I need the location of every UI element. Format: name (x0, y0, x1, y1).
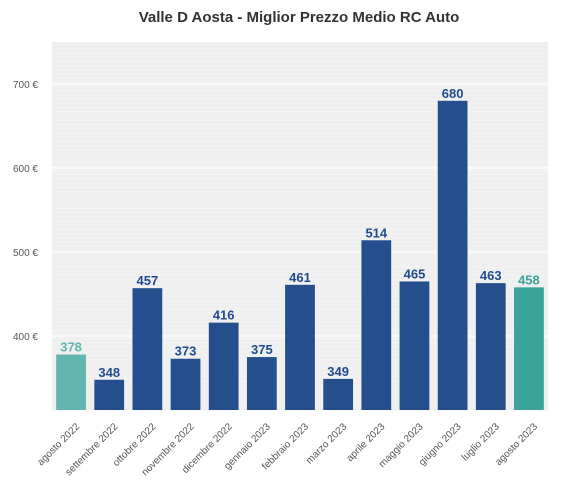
bar (361, 240, 392, 410)
y-tick-label: 600 € (13, 164, 38, 175)
bar-value-label: 461 (289, 270, 311, 285)
value-labels: 378 348 457 373 416 375 461 349 514 465 680 463 458 (60, 86, 540, 380)
bar (132, 288, 163, 410)
y-tick-label: 700 € (13, 80, 38, 91)
y-axis-ticks: 400 € 500 € 600 € 700 € (13, 80, 38, 343)
bar-value-label: 465 (404, 266, 426, 281)
bar (246, 357, 277, 410)
bar-value-label: 349 (327, 364, 349, 379)
bar-value-label: 348 (98, 365, 120, 380)
bar (399, 281, 430, 410)
bar (94, 379, 125, 410)
bar (437, 100, 468, 411)
bar (475, 283, 506, 410)
y-tick-label: 500 € (13, 248, 38, 259)
bar-value-label: 458 (518, 272, 540, 287)
bar (56, 354, 86, 410)
bar (170, 358, 201, 410)
bar (514, 287, 544, 410)
bar (285, 284, 315, 410)
bar-value-label: 373 (175, 344, 197, 359)
bars (56, 100, 544, 411)
bar-value-label: 416 (213, 308, 235, 323)
bar-value-label: 457 (137, 273, 159, 288)
bar-value-label: 680 (442, 86, 464, 101)
bar (208, 322, 239, 410)
bar-value-label: 378 (60, 340, 82, 355)
y-tick-label: 400 € (13, 332, 38, 343)
bar (323, 378, 354, 410)
bar-value-label: 375 (251, 342, 273, 357)
x-tick-label: marzo 2023 (304, 421, 349, 466)
chart-title: Valle D Aosta - Miglior Prezzo Medio RC … (139, 9, 460, 26)
bar-value-label: 514 (365, 225, 387, 240)
bar-value-label: 463 (480, 268, 502, 283)
